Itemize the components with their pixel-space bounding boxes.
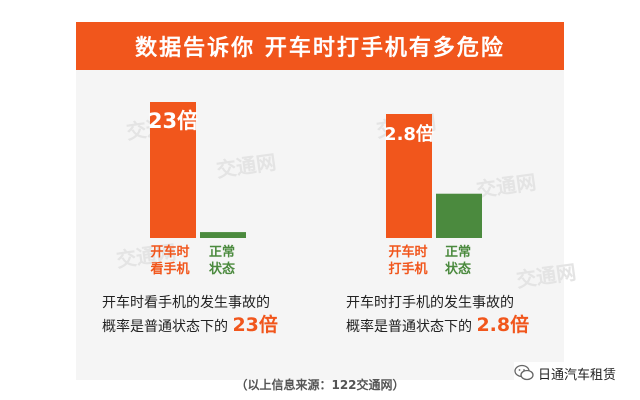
data-label-0-0: 23倍 xyxy=(148,109,198,133)
category-label-0-1: 正常 状态 xyxy=(198,244,246,278)
bar-1-1 xyxy=(436,193,482,238)
description-line: 概率是普通状态下的 23倍 xyxy=(102,314,278,338)
bar-0-1 xyxy=(200,232,246,238)
source-note: （以上信息来源：122交通网） xyxy=(235,378,405,392)
wechat-icon xyxy=(514,364,534,381)
description-prefix: 概率是普通状态下的 xyxy=(346,319,472,335)
title-band: 数据告诉你 开车时打手机有多危险 xyxy=(76,22,564,70)
category-label-line: 开车时 xyxy=(150,245,190,260)
description-prefix: 概率是普通状态下的 xyxy=(102,319,228,335)
category-label-line: 开车时 xyxy=(388,245,428,260)
data-label-1-0: 2.8倍 xyxy=(384,123,434,145)
category-label-1-0: 开车时 打手机 xyxy=(384,244,432,278)
bar-0-0 xyxy=(150,102,196,238)
category-label-line: 状态 xyxy=(444,262,471,277)
description-line: 概率是普通状态下的 2.8倍 xyxy=(346,314,529,338)
description-highlight: 23倍 xyxy=(232,314,278,336)
description-highlight: 2.8倍 xyxy=(476,314,530,336)
page-title: 数据告诉你 开车时打手机有多危险 xyxy=(135,36,505,61)
category-label-0-0: 开车时 看手机 xyxy=(146,244,194,278)
category-label-line: 看手机 xyxy=(150,262,190,277)
category-label-1-1: 正常 状态 xyxy=(434,244,482,278)
bar-1-0 xyxy=(386,114,432,238)
description-right: 开车时打手机的发生事故的 概率是普通状态下的 2.8倍 xyxy=(346,292,529,338)
description-left: 开车时看手机的发生事故的 概率是普通状态下的 23倍 xyxy=(102,292,278,338)
category-label-line: 正常 xyxy=(208,245,235,260)
category-label-line: 打手机 xyxy=(388,262,428,277)
brand-name: 日通汽车租赁 xyxy=(538,367,617,383)
category-label-line: 正常 xyxy=(444,245,471,260)
brand-badge: 日通汽车租赁 xyxy=(514,362,640,384)
category-label-line: 状态 xyxy=(208,262,235,277)
description-line: 开车时看手机的发生事故的 xyxy=(102,295,270,311)
description-line: 开车时打手机的发生事故的 xyxy=(346,295,514,311)
